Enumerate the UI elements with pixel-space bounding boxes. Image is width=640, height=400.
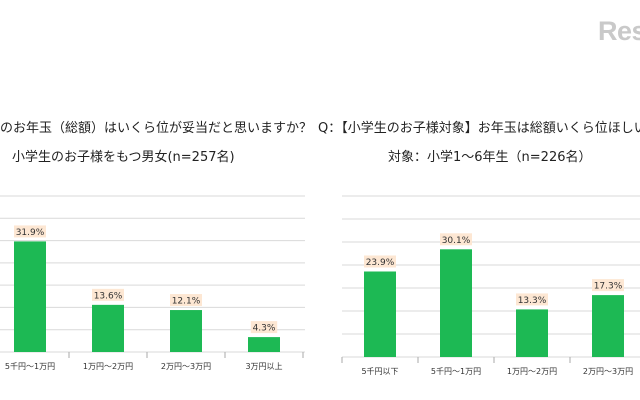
data-label: 12.1% [172,297,201,307]
data-label: 13.6% [94,291,123,301]
data-label-background [92,288,124,301]
category-label: 3万円以上 [245,362,282,371]
right-chart-subtitle: 対象：小学1～6年生（n=226名） [388,150,592,165]
category-label: 5千円～1万円 [431,366,481,376]
category-label: 2万円～3万円 [583,367,633,376]
data-label-background [516,293,548,306]
category-label: 1万円～2万円 [83,362,133,371]
data-label-background [14,225,46,238]
data-label: 30.1% [442,236,471,246]
bar [14,241,46,352]
right-bar-chart: 23.9% 5千円以下 30.1% 5千円～1万円 13.3% 1万円～2万円 17.3% 2… [341,195,640,376]
data-label-background [250,321,278,334]
bar [364,271,396,357]
bar [170,310,202,352]
data-label-background [364,255,396,268]
bar [248,337,280,352]
bar [92,304,124,352]
logo: Res [598,16,640,46]
bar [440,249,472,357]
data-label: 31.9% [16,228,45,238]
left-bar-chart: 31.9% 5千円～1万円 13.6% 1万円～2万円 12.1% 2万円～3万円 4.3%… [0,195,305,371]
data-label: 23.9% [366,258,395,268]
right-chart-title: Q：【小学生のお子様対象】お年玉は総額いくら位ほしい [318,121,640,136]
left-chart-subtitle: 小学生のお子様をもつ男女(n=257名) [12,150,235,165]
category-label: 1万円～2万円 [507,367,557,376]
data-label-background [440,233,472,246]
left-chart-title: のお年玉（総額）はいくら位が妥当だと思いますか？ [0,121,313,136]
category-label: 5千円～1万円 [5,361,55,371]
bar [516,309,548,357]
category-label: 2万円～3万円 [161,362,211,371]
data-label: 17.3% [594,282,623,292]
data-label-background [592,279,624,292]
data-label-background [170,294,202,307]
data-label: 4.3% [253,324,276,334]
data-label: 13.3% [518,296,547,306]
bar [592,295,624,357]
category-label: 5千円以下 [361,366,398,376]
